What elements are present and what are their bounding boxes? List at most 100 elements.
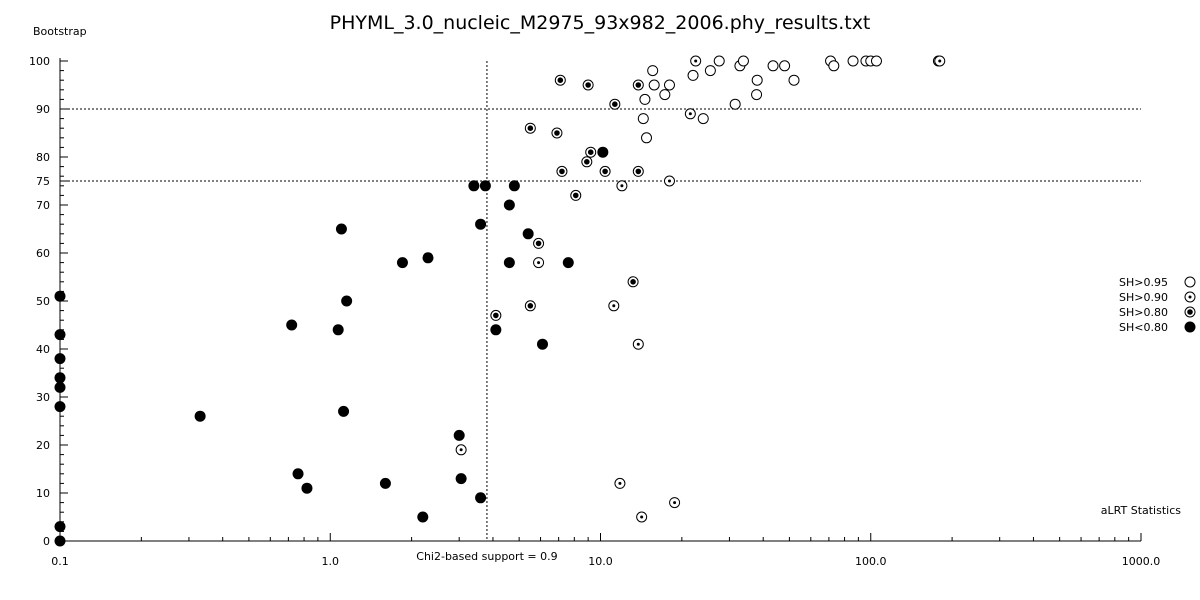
data-point bbox=[599, 165, 611, 177]
data-point bbox=[767, 60, 779, 72]
data-point bbox=[379, 477, 391, 489]
marker-body bbox=[453, 429, 465, 441]
data-point bbox=[536, 338, 548, 350]
marker-body bbox=[536, 338, 548, 350]
x-tick-label: 0.1 bbox=[51, 555, 69, 568]
data-point bbox=[687, 69, 699, 81]
data-point bbox=[194, 410, 206, 422]
legend-marker bbox=[1184, 276, 1196, 288]
marker-ring bbox=[663, 79, 675, 91]
data-point bbox=[788, 74, 800, 86]
data-point bbox=[341, 295, 353, 307]
data-point bbox=[533, 257, 545, 269]
marker-center bbox=[554, 130, 560, 136]
data-point bbox=[847, 55, 859, 67]
marker-ring bbox=[737, 55, 749, 67]
legend-label: SH>0.90 bbox=[1119, 291, 1168, 304]
marker-ring bbox=[641, 132, 653, 144]
y-tick-label: 100 bbox=[29, 55, 50, 68]
legend-marker bbox=[1184, 321, 1196, 333]
x-tick-label: 100.0 bbox=[855, 555, 887, 568]
data-point bbox=[669, 497, 681, 509]
data-point bbox=[54, 372, 66, 384]
marker-body bbox=[475, 492, 487, 504]
data-point bbox=[475, 218, 487, 230]
data-point bbox=[648, 79, 660, 91]
marker-ring bbox=[870, 55, 882, 67]
chart-title: PHYML_3.0_nucleic_M2975_93x982_2006.phy_… bbox=[330, 12, 871, 34]
legend-marker bbox=[1184, 306, 1196, 318]
y-tick-label: 30 bbox=[36, 391, 50, 404]
data-point bbox=[636, 511, 648, 523]
marker-body bbox=[468, 180, 480, 192]
data-point bbox=[524, 122, 536, 134]
marker-center bbox=[620, 184, 624, 188]
data-point bbox=[54, 401, 66, 413]
axes: 0.1 1.0 10.0 100.0 1000.0 0 10 20 30 40 50 60 70 75 80… bbox=[29, 55, 1160, 568]
marker-body bbox=[54, 535, 66, 547]
data-point bbox=[524, 300, 536, 312]
marker-body bbox=[54, 401, 66, 413]
data-point bbox=[632, 165, 644, 177]
marker-center bbox=[527, 125, 534, 131]
data-point bbox=[54, 329, 66, 341]
data-point bbox=[659, 89, 671, 101]
data-point bbox=[417, 511, 429, 523]
marker-body bbox=[54, 381, 66, 393]
marker-center bbox=[636, 342, 640, 346]
marker-body bbox=[475, 218, 487, 230]
marker-body bbox=[292, 468, 304, 480]
data-point bbox=[479, 180, 491, 192]
data-point bbox=[713, 55, 725, 67]
legend-label: SH>0.80 bbox=[1119, 306, 1168, 319]
marker-body bbox=[286, 319, 298, 331]
marker-center bbox=[673, 501, 677, 505]
data-point bbox=[779, 60, 791, 72]
data-point bbox=[556, 165, 568, 177]
marker-center bbox=[459, 448, 463, 452]
data-point bbox=[729, 98, 741, 110]
marker-ring bbox=[637, 113, 649, 125]
marker-center bbox=[694, 59, 698, 63]
marker-center bbox=[640, 515, 644, 519]
data-point bbox=[663, 79, 675, 91]
marker-center bbox=[612, 101, 618, 107]
marker-center bbox=[535, 240, 542, 247]
data-point bbox=[475, 492, 487, 504]
x-axis-label: aLRT Statistics bbox=[1101, 504, 1181, 517]
marker-body bbox=[508, 180, 520, 192]
marker-body bbox=[503, 257, 515, 269]
marker-body bbox=[522, 228, 534, 240]
marker-body bbox=[1184, 321, 1196, 333]
legend: SH>0.95 SH>0.90 SH>0.80 SH<0.80 bbox=[1119, 276, 1196, 334]
marker-body bbox=[562, 257, 574, 269]
data-point bbox=[697, 113, 709, 125]
marker-center bbox=[585, 82, 591, 88]
data-point bbox=[396, 257, 408, 269]
data-point bbox=[608, 300, 620, 312]
data-point bbox=[54, 535, 66, 547]
marker-center bbox=[618, 481, 622, 485]
marker-center bbox=[612, 304, 616, 308]
marker-center bbox=[584, 159, 590, 165]
legend-marker bbox=[1184, 291, 1196, 303]
data-point bbox=[751, 74, 763, 86]
marker-body bbox=[54, 290, 66, 302]
data-point bbox=[647, 65, 659, 77]
data-point bbox=[508, 180, 520, 192]
marker-ring bbox=[779, 60, 791, 72]
data-point bbox=[627, 276, 639, 288]
marker-center bbox=[587, 149, 594, 155]
marker-body bbox=[490, 324, 502, 336]
data-point bbox=[582, 79, 594, 91]
marker-ring bbox=[767, 60, 779, 72]
marker-body bbox=[54, 329, 66, 341]
data-point bbox=[684, 108, 696, 120]
data-point bbox=[490, 309, 502, 321]
marker-center bbox=[635, 168, 642, 175]
data-points bbox=[54, 55, 946, 547]
marker-center bbox=[557, 77, 564, 83]
data-point bbox=[286, 319, 298, 331]
data-point bbox=[934, 55, 946, 67]
marker-center bbox=[635, 82, 642, 88]
